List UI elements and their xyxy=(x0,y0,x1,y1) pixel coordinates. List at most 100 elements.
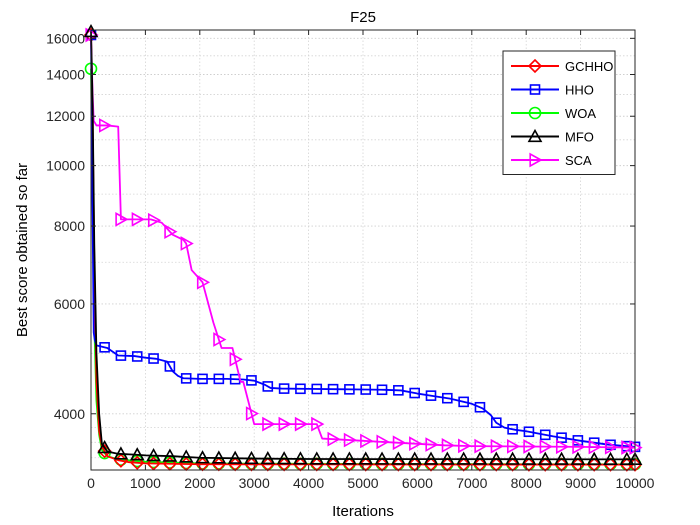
legend-item-hho: HHO xyxy=(511,83,594,98)
data-point-sca xyxy=(604,439,619,455)
data-point-hho xyxy=(246,375,257,386)
y-tick-label: 8000 xyxy=(54,218,85,234)
data-point-hho xyxy=(311,383,323,395)
data-point-gchho xyxy=(587,457,602,472)
data-point-sca xyxy=(343,432,358,448)
data-point-sca xyxy=(196,274,211,290)
data-point-sca xyxy=(425,437,439,452)
series-markers-mfo xyxy=(83,23,643,465)
data-point-sca xyxy=(278,416,292,432)
data-point-hho xyxy=(490,417,502,429)
data-point-sca xyxy=(490,438,504,454)
data-point-hho xyxy=(442,392,453,404)
data-point-sca xyxy=(572,439,586,455)
legend-label-mfo: MFO xyxy=(565,130,594,145)
data-point-mfo xyxy=(227,450,243,464)
legend-item-gchho: GCHHO xyxy=(511,58,613,74)
legend-item-woa: WOA xyxy=(511,106,596,121)
x-tick-label: 8000 xyxy=(511,475,542,491)
data-point-gchho xyxy=(130,455,145,470)
series-mfo xyxy=(83,23,643,465)
data-point-hho xyxy=(99,342,110,353)
data-point-hho xyxy=(115,350,127,361)
data-point-gchho xyxy=(456,457,471,472)
legend: GCHHO HHO WOA MFO SCA xyxy=(502,50,616,175)
data-point-mfo xyxy=(374,451,390,465)
data-point-gchho xyxy=(603,457,618,472)
y-tick-label: 6000 xyxy=(54,296,85,312)
data-point-hho xyxy=(180,373,192,384)
data-point-mfo xyxy=(97,439,112,454)
data-point-mfo xyxy=(619,451,635,465)
data-point-mfo xyxy=(178,449,194,463)
data-point-gchho xyxy=(489,457,504,472)
data-point-hho xyxy=(556,432,567,443)
data-point-sca xyxy=(229,351,243,367)
data-point-mfo xyxy=(309,451,325,465)
chart-title: F25 xyxy=(350,9,376,26)
data-point-gchho xyxy=(521,457,537,472)
data-point-sca xyxy=(180,236,194,251)
data-point-hho xyxy=(539,429,551,441)
legend-marker-mfo xyxy=(527,128,543,143)
series-layer xyxy=(83,23,643,472)
data-point-hho xyxy=(507,423,518,435)
x-tick-label: 7000 xyxy=(456,475,487,491)
legend-marker-hho xyxy=(529,84,541,95)
y-tick-label: 16000 xyxy=(46,30,85,46)
data-point-sca xyxy=(262,416,276,432)
x-tick-label: 9000 xyxy=(565,475,596,491)
data-point-mfo xyxy=(603,451,618,465)
y-tick-label: 12000 xyxy=(46,108,85,124)
data-point-mfo xyxy=(113,446,129,460)
data-point-hho xyxy=(360,384,372,395)
data-point-mfo xyxy=(456,451,471,465)
data-point-hho xyxy=(213,373,225,385)
data-point-hho xyxy=(393,385,404,396)
data-point-mfo xyxy=(407,451,423,465)
x-axis-label: Iterations xyxy=(332,503,394,520)
data-point-gchho xyxy=(538,457,553,472)
data-point-sca xyxy=(523,439,537,454)
data-point-mfo xyxy=(293,451,308,465)
legend-label-gchho: GCHHO xyxy=(565,59,613,74)
data-point-sca xyxy=(245,406,260,421)
data-point-sca xyxy=(441,438,455,453)
data-point-sca xyxy=(131,212,145,227)
data-point-sca xyxy=(115,212,129,227)
data-point-hho xyxy=(131,351,143,362)
data-point-sca xyxy=(458,438,472,454)
x-tick-label: 1000 xyxy=(130,475,161,491)
data-point-mfo xyxy=(537,451,553,465)
data-point-mfo xyxy=(570,451,586,465)
data-point-mfo xyxy=(129,447,145,461)
legend-item-sca: SCA xyxy=(511,152,592,168)
data-point-sca xyxy=(392,435,407,451)
data-point-hho xyxy=(327,383,339,395)
legend-item-mfo: MFO xyxy=(511,128,594,145)
data-point-mfo xyxy=(195,450,210,464)
data-point-sca xyxy=(360,433,374,449)
data-point-gchho xyxy=(627,457,643,472)
data-point-hho xyxy=(425,390,437,401)
x-tick-label: 2000 xyxy=(184,475,215,491)
y-axis-label: Best score obtained so far xyxy=(14,163,31,337)
data-point-mfo xyxy=(472,451,488,465)
legend-marker-gchho xyxy=(527,58,543,74)
data-point-gchho xyxy=(554,457,569,472)
data-point-sca xyxy=(506,439,521,454)
data-point-mfo xyxy=(439,451,455,465)
data-point-hho xyxy=(278,383,290,394)
data-point-hho xyxy=(409,387,420,399)
data-point-mfo xyxy=(211,450,227,464)
data-point-sca xyxy=(99,118,113,133)
data-point-sca xyxy=(311,416,325,432)
data-point-mfo xyxy=(586,451,602,465)
data-point-hho xyxy=(148,353,159,364)
data-point-mfo xyxy=(554,451,569,465)
data-point-mfo xyxy=(325,451,341,465)
data-point-sca xyxy=(409,436,423,452)
legend-marker-woa xyxy=(528,106,542,120)
legend-label-hho: HHO xyxy=(565,83,594,98)
